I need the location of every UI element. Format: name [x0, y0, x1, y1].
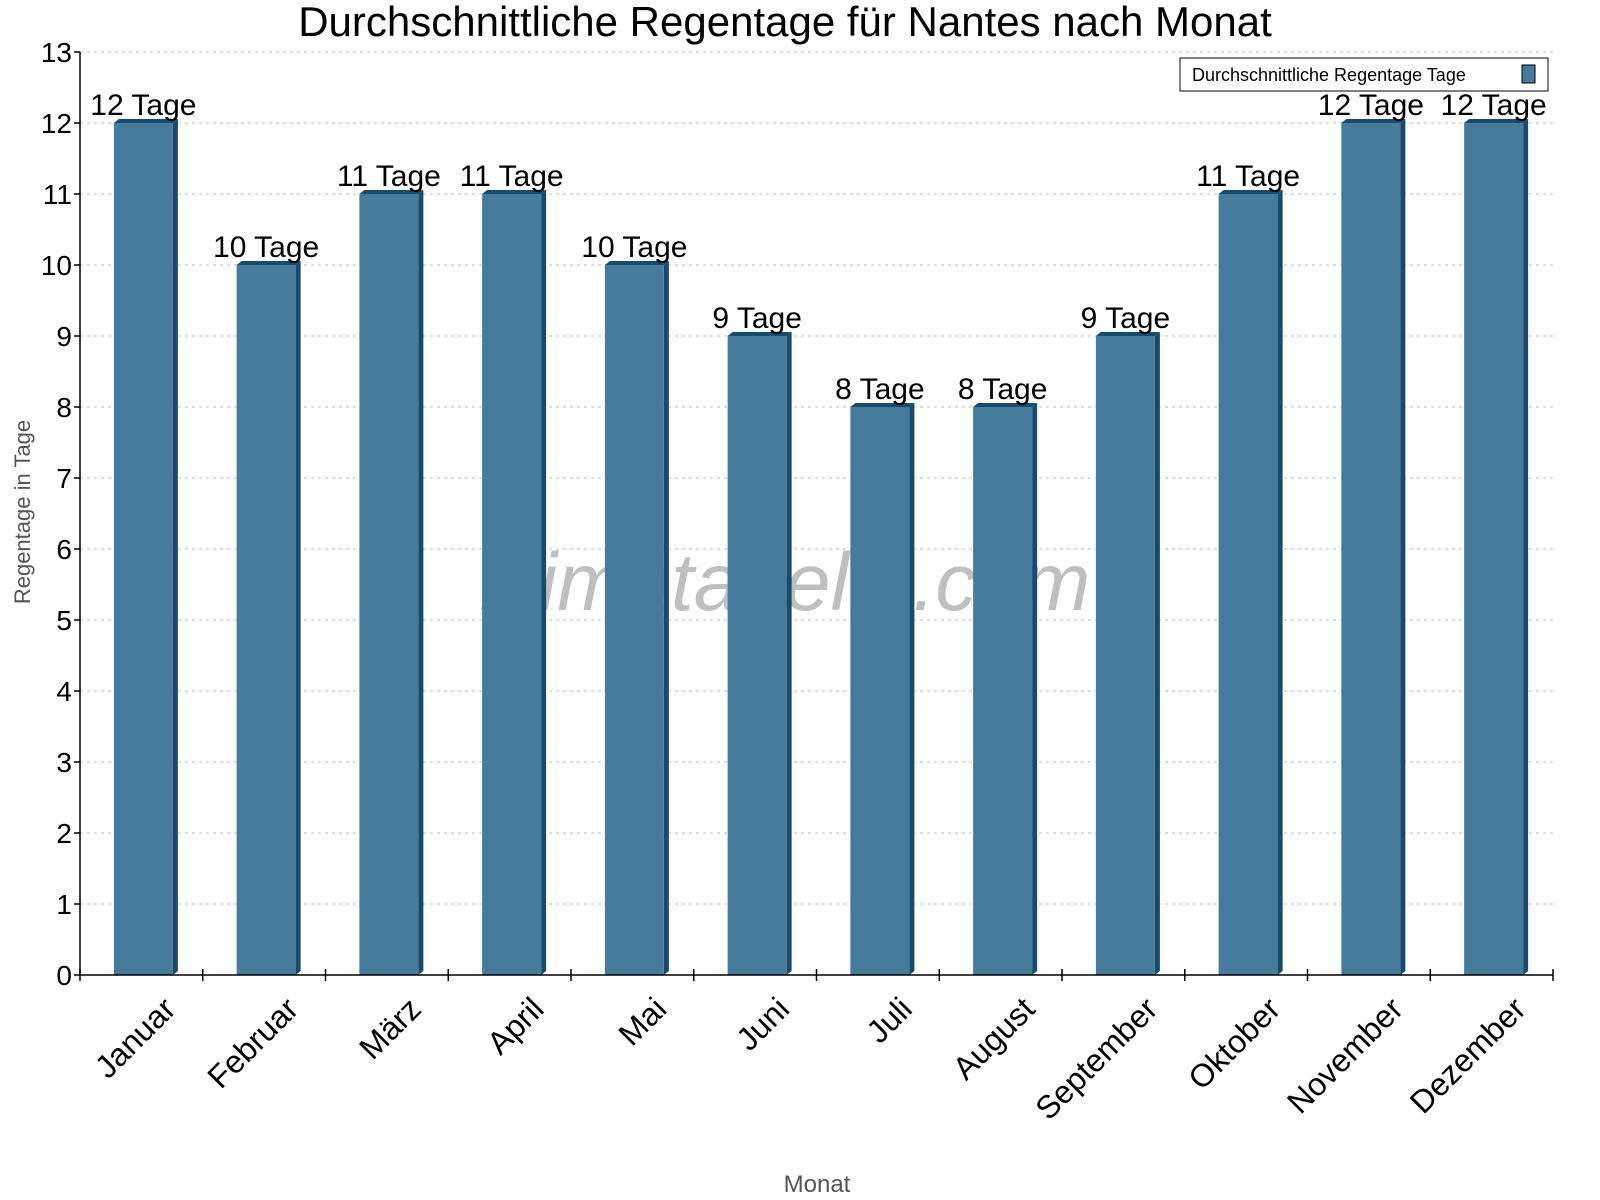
x-axis-label: Monat	[784, 1171, 851, 1198]
bar-top	[1095, 332, 1160, 336]
x-tick-label: September	[1028, 990, 1164, 1126]
data-label: 12 Tage	[1318, 89, 1424, 122]
y-tick-label: 4	[56, 676, 72, 707]
data-label: 9 Tage	[712, 302, 802, 335]
data-label: 11 Tage	[337, 160, 441, 193]
legend: Durchschnittliche Regentage Tage	[1179, 57, 1549, 92]
bar-top	[236, 261, 301, 265]
bar-top	[1218, 190, 1283, 194]
x-tick-label: Juli	[859, 990, 918, 1049]
x-tick-label: Dezember	[1403, 990, 1533, 1120]
data-label: 9 Tage	[1081, 302, 1171, 335]
x-tick-label: Oktober	[1181, 990, 1287, 1096]
y-tick-label: 12	[41, 108, 72, 139]
bar-side	[1400, 119, 1406, 975]
y-axis-label: Regentage in Tage	[10, 420, 35, 604]
bar	[727, 336, 787, 975]
x-tick-label: August	[946, 990, 1042, 1086]
y-tick-label: 5	[56, 605, 72, 636]
legend-box	[1179, 57, 1549, 92]
bar	[1464, 123, 1524, 975]
bar-side	[1277, 190, 1283, 975]
data-label: 11 Tage	[1196, 160, 1300, 193]
bar-side	[1154, 332, 1160, 975]
bar	[1218, 194, 1278, 975]
bar-side	[172, 119, 178, 975]
bar-top	[1464, 119, 1529, 123]
bar-side	[418, 190, 424, 975]
bar-top	[1341, 119, 1406, 123]
bars: 12 Tage 10 Tage 11 Tage 11 Tage 10 Tage 9 Tag…	[90, 89, 1547, 975]
bar-top	[604, 261, 669, 265]
bar-side	[295, 261, 301, 975]
data-label: 10 Tage	[213, 231, 319, 264]
y-tick-label: 0	[56, 960, 72, 991]
y-tick-label: 3	[56, 747, 72, 778]
bar	[1095, 336, 1155, 975]
bar-side	[1032, 403, 1038, 975]
bar	[113, 123, 173, 975]
bar-top	[850, 403, 915, 407]
data-label: 8 Tage	[835, 373, 925, 406]
chart-title: Durchschnittliche Regentage für Nantes n…	[298, 0, 1272, 45]
y-tick-label: 8	[56, 392, 72, 423]
bar-side	[541, 190, 547, 975]
bar-top	[359, 190, 424, 194]
bar	[359, 194, 419, 975]
legend-label: Durchschnittliche Regentage Tage	[1192, 65, 1466, 85]
y-tick-label: 2	[56, 818, 72, 849]
x-tick-label: März	[352, 990, 428, 1066]
x-tick-label: Februar	[200, 990, 305, 1095]
bar-side	[1523, 119, 1529, 975]
bar	[1341, 123, 1401, 975]
bar	[973, 407, 1033, 975]
bar-top	[113, 119, 178, 123]
data-label: 8 Tage	[958, 373, 1048, 406]
y-tick-label: 10	[41, 250, 72, 281]
legend-swatch	[1521, 64, 1536, 84]
y-tick-label: 11	[43, 179, 72, 210]
y-tick-label: 6	[56, 534, 72, 565]
bar	[482, 194, 542, 975]
bar-top	[727, 332, 792, 336]
x-tick-label: Mai	[611, 990, 673, 1052]
bar	[850, 407, 910, 975]
x-tick-label: April	[480, 990, 551, 1061]
bar-top	[973, 403, 1038, 407]
bar-top	[482, 190, 547, 194]
data-label: 11 Tage	[460, 160, 564, 193]
x-tick-label: Januar	[88, 990, 183, 1085]
x-tick-label: November	[1280, 990, 1410, 1120]
bar-side	[663, 261, 669, 975]
y-tick-label: 9	[56, 321, 72, 352]
y-tick-label: 1	[56, 889, 72, 920]
bar	[236, 265, 296, 975]
gridlines	[80, 51, 1553, 905]
data-label: 12 Tage	[1441, 89, 1547, 122]
bar	[604, 265, 664, 975]
bar-side	[909, 403, 915, 975]
y-tick-label: 13	[41, 37, 72, 68]
bar-side	[786, 332, 792, 975]
data-label: 12 Tage	[90, 89, 196, 122]
x-tick-label: Juni	[729, 990, 796, 1057]
y-tick-label: 7	[56, 463, 72, 494]
data-label: 10 Tage	[581, 231, 687, 264]
